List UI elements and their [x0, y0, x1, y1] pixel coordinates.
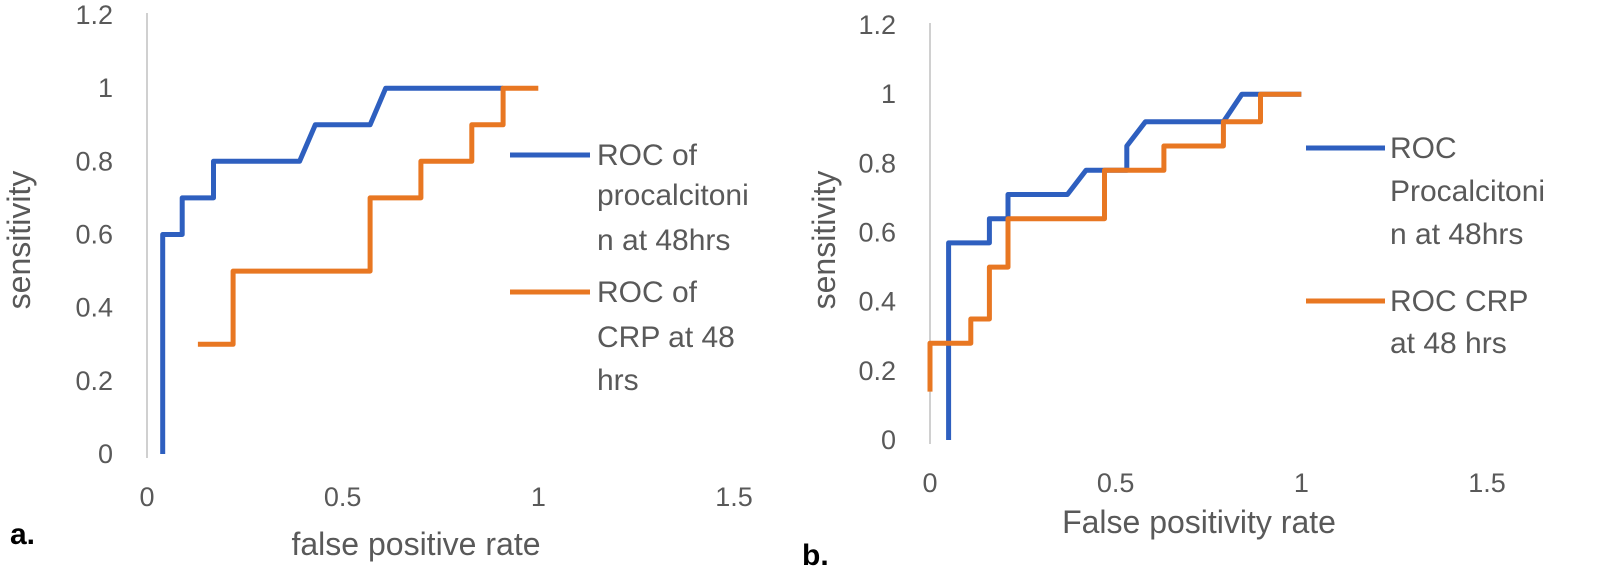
- y-tick-label-a: 1: [98, 73, 113, 103]
- legend-label-a-1: procalcitoni: [597, 179, 749, 212]
- y-tick-label-a: 1.2: [75, 0, 113, 30]
- panel-a: a. 0 0.2 0.4 0.6 0.8 1 1.2 0 0.5 1 1.5 false positi…: [1, 0, 753, 562]
- y-tick-label-b: 0.8: [858, 148, 896, 178]
- legend-label-b-1: n at 48hrs: [1390, 218, 1523, 251]
- legend-label-a-2: hrs: [597, 364, 639, 397]
- panel-b: b. 0 0.2 0.4 0.6 0.8 1 1.2 0 0.5 1 1.5 False positi…: [802, 10, 1545, 572]
- legend-label-a-2: CRP at 48: [597, 321, 735, 354]
- legend-label-b-1: Procalcitoni: [1390, 175, 1545, 208]
- y-tick-label-a: 0.2: [75, 366, 113, 396]
- y-axis-title-b: sensitivity: [806, 171, 842, 310]
- panel-a-label: a.: [10, 518, 35, 551]
- y-tick-label-b: 0.2: [858, 356, 896, 386]
- y-tick-label-b: 1.2: [858, 10, 896, 40]
- y-tick-label-b: 1: [881, 79, 896, 109]
- roc-series-line-b-2: [927, 91, 1302, 392]
- legend-label-a-1: ROC of: [597, 139, 698, 172]
- roc-series-line-a-1: [160, 85, 504, 454]
- x-tick-label-a: 1.5: [715, 482, 753, 512]
- y-tick-label-a: 0: [98, 439, 113, 469]
- y-tick-label-a: 0.4: [75, 293, 113, 323]
- roc-series-line-a-2: [197, 85, 539, 347]
- legend-label-b-2: ROC CRP: [1390, 285, 1528, 318]
- x-tick-label-a: 1: [531, 482, 546, 512]
- panel-b-label: b.: [802, 539, 829, 572]
- y-axis-title-a: sensitivity: [1, 171, 37, 310]
- y-tick-label-a: 0.8: [75, 146, 113, 176]
- x-tick-label-b: 0.5: [1097, 468, 1135, 498]
- x-axis-title-b: False positivity rate: [1062, 504, 1336, 540]
- x-axis-title-a: false positive rate: [291, 526, 540, 562]
- y-tick-label-b: 0.4: [858, 287, 896, 317]
- legend-label-b-2: at 48 hrs: [1390, 327, 1507, 360]
- x-tick-label-b: 0: [922, 468, 937, 498]
- x-tick-label-b: 1.5: [1468, 468, 1506, 498]
- x-tick-label-a: 0.5: [324, 482, 362, 512]
- x-tick-label-a: 0: [139, 482, 154, 512]
- legend-label-a-1: n at 48hrs: [597, 224, 730, 257]
- roc-series-line-b-1: [946, 91, 1302, 440]
- legend-label-a-2: ROC of: [597, 276, 698, 309]
- x-tick-label-b: 1: [1294, 468, 1309, 498]
- y-tick-label-b: 0: [881, 425, 896, 455]
- y-tick-label-a: 0.6: [75, 220, 113, 250]
- legend-label-b-1: ROC: [1390, 132, 1457, 165]
- y-tick-label-b: 0.6: [858, 218, 896, 248]
